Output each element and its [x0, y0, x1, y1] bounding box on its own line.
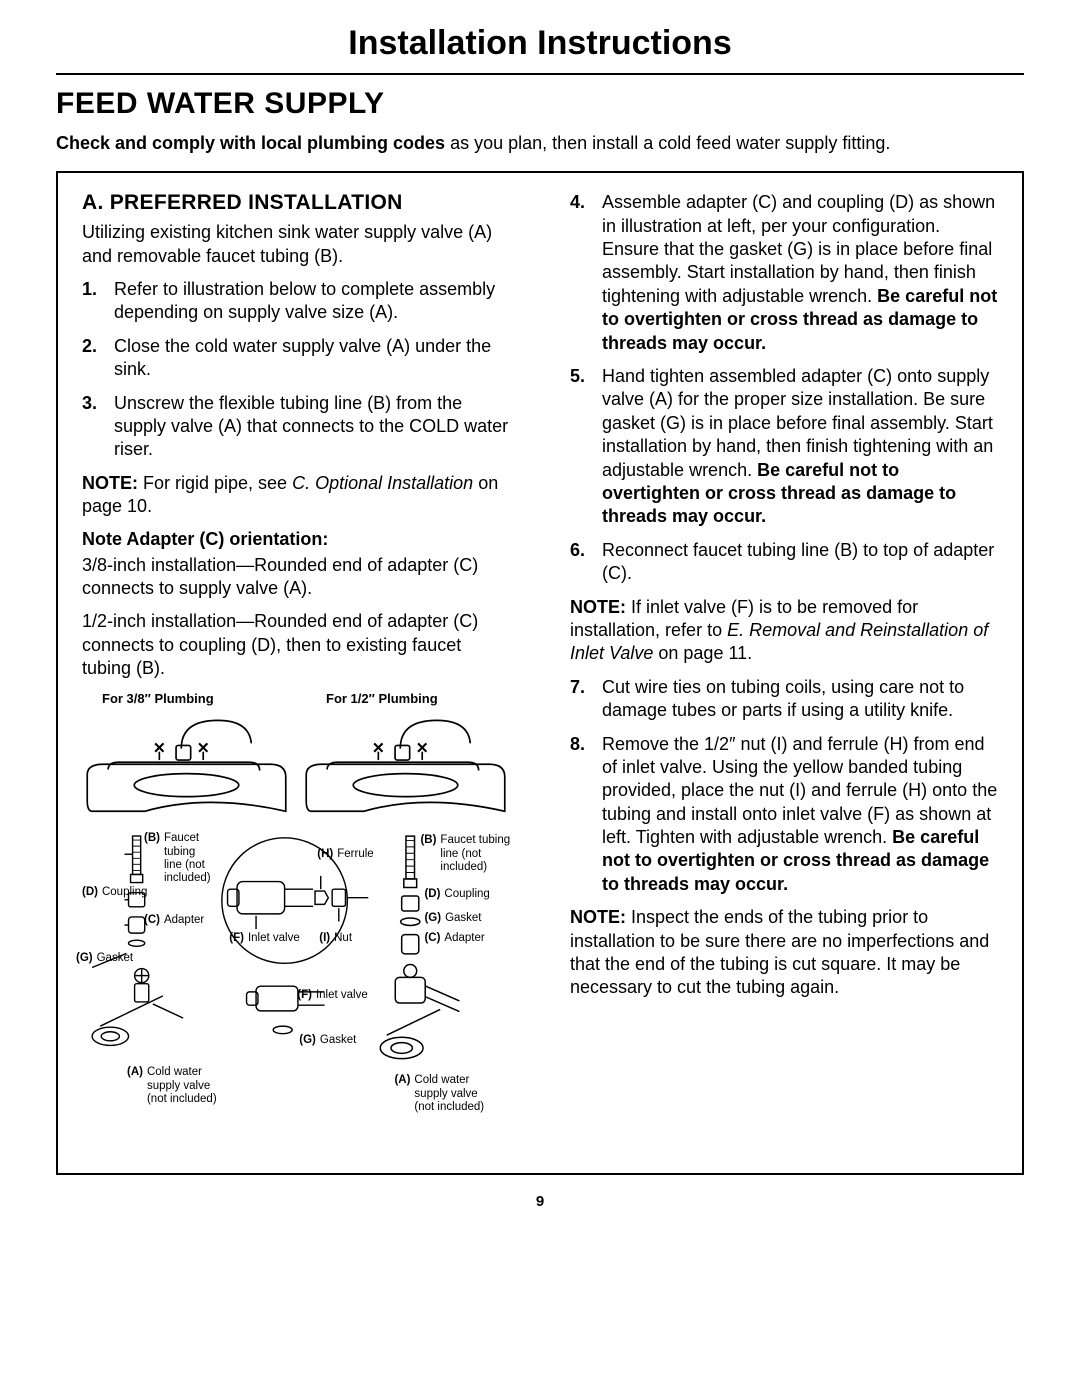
parts-detail: (H)Ferrule (F)Inlet valve (I)Nut (F)Inle… — [199, 834, 370, 1155]
preferred-title: A. PREFERRED INSTALLATION — [82, 191, 510, 215]
note-inspect-tubing: NOTE: Inspect the ends of the tubing pri… — [570, 906, 998, 1000]
note1-italic: C. Optional Installation — [292, 473, 473, 493]
step-number: 2. — [82, 335, 106, 382]
note-label: NOTE: — [82, 473, 138, 493]
adapter-orientation-head: Note Adapter (C) orientation: — [82, 529, 510, 550]
sink-38-svg — [82, 712, 291, 827]
step-item: 5.Hand tighten assembled adapter (C) ont… — [570, 365, 998, 529]
parts-row: (B)Faucet tubing line (not included) (D)… — [82, 834, 510, 1155]
steps-right-b: 7.Cut wire ties on tubing coils, using c… — [570, 676, 998, 897]
sink-row — [82, 712, 510, 827]
note-rigid-pipe: NOTE: For rigid pipe, see C. Optional In… — [82, 472, 510, 519]
steps-left: 1.Refer to illustration below to complet… — [82, 278, 510, 462]
step-number: 7. — [570, 676, 594, 723]
diagram-head-38: For 3/8″ Plumbing — [82, 691, 286, 706]
step-text: Refer to illustration below to complete … — [114, 278, 510, 325]
step-number: 8. — [570, 733, 594, 897]
title-rule — [56, 73, 1024, 75]
page-number: 9 — [56, 1193, 1024, 1210]
step-text: Assemble adapter (C) and coupling (D) as… — [602, 191, 998, 355]
diagram-head-12: For 1/2″ Plumbing — [306, 691, 510, 706]
step-text: Close the cold water supply valve (A) un… — [114, 335, 510, 382]
note1-text: For rigid pipe, see — [138, 473, 292, 493]
sink-12 — [301, 712, 510, 827]
step-number: 3. — [82, 392, 106, 462]
note2-label: NOTE: — [570, 597, 626, 617]
step-item: 7.Cut wire ties on tubing coils, using c… — [570, 676, 998, 723]
step-item: 8.Remove the 1/2″ nut (I) and ferrule (H… — [570, 733, 998, 897]
step-number: 4. — [570, 191, 594, 355]
step-text: Hand tighten assembled adapter (C) onto … — [602, 365, 998, 529]
adapter-p1: 3/8-inch installation—Rounded end of ada… — [82, 554, 510, 601]
intro-paragraph: Check and comply with local plumbing cod… — [56, 131, 1024, 155]
step-item: 3.Unscrew the flexible tubing line (B) f… — [82, 392, 510, 462]
intro-bold: Check and comply with local plumbing cod… — [56, 133, 445, 153]
step-item: 6.Reconnect faucet tubing line (B) to to… — [570, 539, 998, 586]
intro-rest: as you plan, then install a cold feed wa… — [445, 133, 890, 153]
step-text: Unscrew the flexible tubing line (B) fro… — [114, 392, 510, 462]
steps-right-a: 4.Assemble adapter (C) and coupling (D) … — [570, 191, 998, 585]
sink-12-svg — [301, 712, 510, 827]
step-item: 1.Refer to illustration below to complet… — [82, 278, 510, 325]
step-number: 6. — [570, 539, 594, 586]
step-number: 5. — [570, 365, 594, 529]
adapter-p2: 1/2-inch installation—Rounded end of ada… — [82, 610, 510, 680]
section-heading: FEED WATER SUPPLY — [56, 87, 1024, 121]
left-column: A. PREFERRED INSTALLATION Utilizing exis… — [58, 191, 522, 1155]
preferred-intro: Utilizing existing kitchen sink water su… — [82, 221, 510, 268]
step-text: Remove the 1/2″ nut (I) and ferrule (H) … — [602, 733, 998, 897]
step-item: 2.Close the cold water supply valve (A) … — [82, 335, 510, 382]
note3-label: NOTE: — [570, 907, 626, 927]
step-text: Cut wire ties on tubing coils, using car… — [602, 676, 998, 723]
step-item: 4.Assemble adapter (C) and coupling (D) … — [570, 191, 998, 355]
note-inlet-valve: NOTE: If inlet valve (F) is to be remove… — [570, 596, 998, 666]
note3-text: Inspect the ends of the tubing prior to … — [570, 907, 989, 997]
right-column: 4.Assemble adapter (C) and coupling (D) … — [558, 191, 1022, 1155]
page-title: Installation Instructions — [56, 24, 1024, 73]
note2-tail: on page 11. — [653, 643, 752, 663]
step-text: Reconnect faucet tubing line (B) to top … — [602, 539, 998, 586]
content-box: A. PREFERRED INSTALLATION Utilizing exis… — [56, 171, 1024, 1175]
parts-12: (B)Faucet tubing line (not included) (D)… — [376, 834, 504, 1155]
sink-38 — [82, 712, 291, 827]
diagram: For 3/8″ Plumbing For 1/2″ Plumbing — [82, 691, 510, 1156]
parts-38: (B)Faucet tubing line (not included) (D)… — [82, 834, 193, 1155]
step-number: 1. — [82, 278, 106, 325]
